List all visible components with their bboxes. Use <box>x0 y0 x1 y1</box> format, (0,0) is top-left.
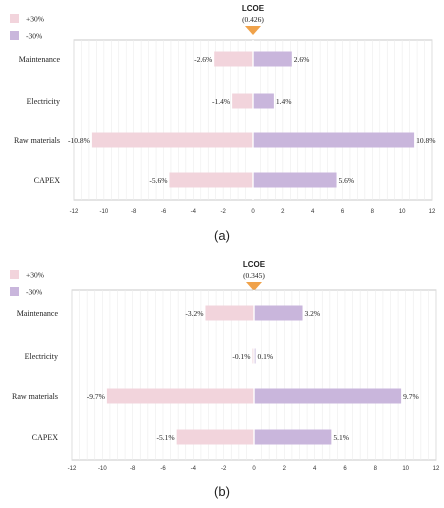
reference-marker-icon <box>246 282 262 291</box>
data-label: -0.1% <box>232 352 250 361</box>
x-tick-label: 2 <box>283 466 287 472</box>
category-label: Raw materials <box>14 136 60 145</box>
x-tick-label: -6 <box>160 466 166 472</box>
x-tick-label: -2 <box>220 209 226 215</box>
bar <box>254 429 332 445</box>
category-label: Maintenance <box>19 55 61 64</box>
x-tick-label: 0 <box>251 209 255 215</box>
x-tick-label: 0 <box>252 466 256 472</box>
bar <box>254 348 256 364</box>
panel-label: (a) <box>214 228 230 243</box>
data-label: -10.8% <box>68 136 90 145</box>
legend-label: +30% <box>26 271 44 280</box>
bar <box>232 93 253 109</box>
x-tick-label: 10 <box>402 466 409 472</box>
bar <box>254 305 303 321</box>
reference-marker-icon <box>245 26 261 35</box>
data-label: -3.2% <box>185 309 203 318</box>
legend: +30% -30% <box>10 14 44 41</box>
legend-label: +30% <box>26 15 44 24</box>
data-label: 10.8% <box>416 136 435 145</box>
bar <box>253 172 337 188</box>
chart-panel-b: +30% -30% LCOE (0.345) Maintenance -3.2% 3.2% E… <box>10 260 440 499</box>
x-tick-label: 2 <box>281 209 285 215</box>
x-tick-label: 4 <box>311 209 315 215</box>
data-label: 2.6% <box>294 55 310 64</box>
x-tick-label: 10 <box>399 209 406 215</box>
x-tick-label: -4 <box>191 466 197 472</box>
data-label: 0.1% <box>258 352 274 361</box>
data-label: 1.4% <box>276 97 292 106</box>
bar <box>205 305 254 321</box>
category-label: CAPEX <box>32 433 58 442</box>
x-tick-label: 12 <box>433 466 440 472</box>
x-tick-label: -10 <box>98 466 107 472</box>
bar <box>169 172 253 188</box>
x-tick-label: 6 <box>341 209 345 215</box>
category-label: Electricity <box>25 352 58 361</box>
bar <box>253 132 415 148</box>
bar <box>254 388 402 404</box>
data-label: -2.6% <box>194 55 212 64</box>
x-tick-label: 6 <box>343 466 347 472</box>
reference-title: LCOE <box>243 260 266 269</box>
data-label: -9.7% <box>87 392 105 401</box>
reference-value: (0.345) <box>243 271 265 280</box>
x-tick-label: -10 <box>99 209 108 215</box>
bar <box>253 51 292 67</box>
category-label: CAPEX <box>34 176 60 185</box>
data-label: 5.6% <box>339 176 355 185</box>
x-tick-label: -2 <box>221 466 227 472</box>
bar <box>252 348 254 364</box>
x-tick-label: -8 <box>131 209 137 215</box>
bar <box>253 93 274 109</box>
legend-label: -30% <box>26 32 42 41</box>
data-label: -5.1% <box>157 433 175 442</box>
data-label: -5.6% <box>149 176 167 185</box>
gridlines <box>73 40 433 200</box>
x-tick-label: -4 <box>191 209 197 215</box>
category-label: Raw materials <box>12 392 58 401</box>
x-tick-label: -12 <box>70 209 79 215</box>
x-tick-label: -12 <box>68 466 77 472</box>
panel-label: (b) <box>214 484 230 499</box>
data-label: 3.2% <box>305 309 321 318</box>
reference-value: (0.426) <box>242 15 264 24</box>
reference-title: LCOE <box>242 4 265 13</box>
data-label: -1.4% <box>212 97 230 106</box>
chart-panel-a: +30% -30% LCOE (0.426) Maintenance -2.6% 2.6% E… <box>10 4 436 243</box>
x-tick-label: -6 <box>161 209 167 215</box>
x-tick-label: 8 <box>371 209 375 215</box>
data-label: 9.7% <box>403 392 419 401</box>
legend-label: -30% <box>26 288 42 297</box>
bar <box>176 429 254 445</box>
bar <box>106 388 254 404</box>
bar <box>91 132 254 148</box>
x-tick-label: 4 <box>313 466 317 472</box>
x-tick-label: -8 <box>130 466 136 472</box>
legend-swatch <box>10 287 19 296</box>
category-label: Electricity <box>27 97 60 106</box>
legend-swatch <box>10 14 19 23</box>
category-label: Maintenance <box>17 309 59 318</box>
legend-swatch <box>10 31 19 40</box>
legend: +30% -30% <box>10 270 44 297</box>
x-tick-label: 12 <box>429 209 436 215</box>
data-label: 5.1% <box>333 433 349 442</box>
bar <box>214 51 253 67</box>
legend-swatch <box>10 270 19 279</box>
x-tick-label: 8 <box>374 466 378 472</box>
